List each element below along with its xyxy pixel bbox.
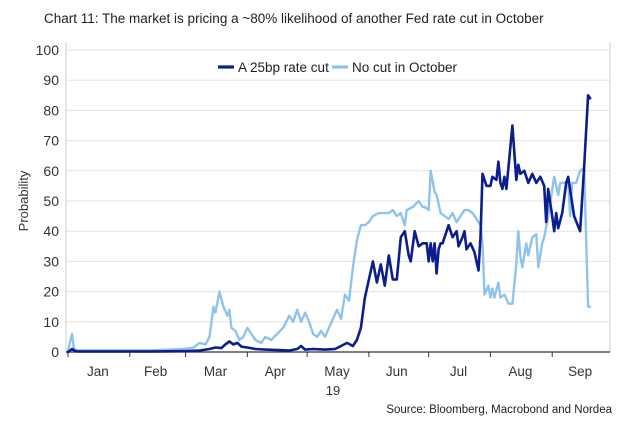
x-tick-label-may: May <box>324 364 350 379</box>
legend-label-no-cut-in-october: No cut in October <box>352 60 458 75</box>
x-tick-label-sep: Sep <box>568 364 592 379</box>
x-tick-label-apr: Apr <box>265 364 287 379</box>
y-tick-label-90: 90 <box>43 72 59 88</box>
y-tick-label-30: 30 <box>43 253 59 269</box>
y-tick-label-40: 40 <box>43 223 59 239</box>
x-tick-label-jun: Jun <box>386 364 408 379</box>
gridlines <box>65 42 611 353</box>
source-note: Source: Bloomberg, Macrobond and Nordea <box>386 404 612 416</box>
y-axis-label: Probability <box>16 170 31 231</box>
chart-title: Chart 11: The market is pricing a ~80% l… <box>44 11 544 26</box>
y-tick-label-70: 70 <box>43 133 59 149</box>
y-tick-label-0: 0 <box>51 344 59 360</box>
series-line-no-cut-in-october <box>66 166 592 352</box>
y-tick-label-10: 10 <box>43 314 59 330</box>
y-tick-label-100: 100 <box>36 42 60 58</box>
year-label: 19 <box>326 383 340 398</box>
series-lines <box>66 94 592 354</box>
x-tick-label-jan: Jan <box>87 364 109 379</box>
legend: A 25bp rate cut No cut in October <box>218 60 458 75</box>
x-tick-label-feb: Feb <box>144 364 167 379</box>
y-tick-label-20: 20 <box>43 284 59 300</box>
x-tick-label-jul: Jul <box>450 364 467 379</box>
x-tick-label-aug: Aug <box>508 364 532 379</box>
y-tick-label-80: 80 <box>43 102 59 118</box>
x-tick-label-mar: Mar <box>204 364 228 379</box>
y-axis: 0 10 20 30 40 50 60 70 80 90 100 <box>36 42 60 360</box>
y-tick-label-60: 60 <box>43 163 59 179</box>
y-tick-label-50: 50 <box>43 193 59 209</box>
legend-label-a-25bp-rate-cut: A 25bp rate cut <box>238 60 329 75</box>
series-line-a-25bp-rate-cut <box>66 94 592 354</box>
